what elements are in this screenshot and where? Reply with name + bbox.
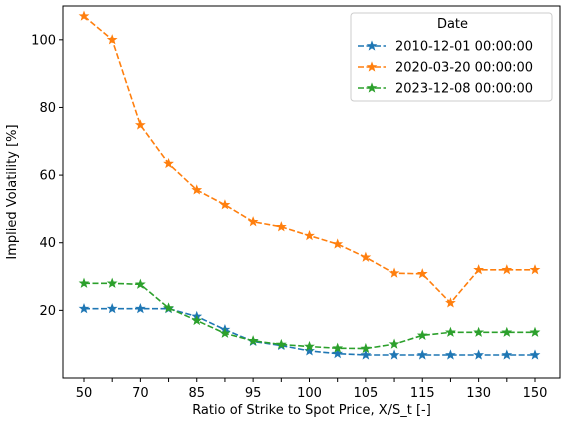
data-point	[106, 277, 118, 288]
series-layer	[78, 10, 541, 360]
data-point	[304, 340, 315, 352]
x-tick-label: 95	[245, 386, 262, 401]
series-2	[78, 10, 541, 308]
data-point	[134, 119, 146, 130]
legend-label: 2010-12-01 00:00:00	[395, 40, 533, 55]
data-point	[501, 326, 513, 337]
legend-marker	[366, 61, 378, 72]
x-axis-label: Ratio of Strike to Spot Price, X/S_t [-]	[192, 403, 431, 418]
data-point	[219, 327, 231, 338]
data-point	[275, 338, 287, 350]
data-point	[247, 216, 259, 227]
data-point	[191, 184, 203, 195]
data-point	[304, 229, 315, 241]
data-point	[247, 335, 259, 346]
data-point	[163, 302, 174, 313]
series-3	[78, 277, 541, 354]
data-point	[445, 326, 456, 337]
legend-marker	[366, 82, 378, 93]
data-point	[529, 349, 541, 360]
y-tick-label: 20	[39, 304, 56, 319]
legend-label: 2023-12-08 00:00:00	[395, 82, 533, 97]
data-point	[163, 157, 174, 169]
x-tick-label: 50	[76, 386, 93, 401]
data-point	[360, 342, 372, 354]
y-tick-label: 80	[39, 101, 56, 116]
legend-title: Date	[437, 17, 468, 32]
data-point	[134, 278, 146, 289]
data-point	[332, 347, 344, 359]
data-point	[501, 264, 513, 275]
x-tick-label: 100	[297, 386, 322, 401]
data-point	[134, 303, 146, 314]
y-tick-label: 100	[31, 33, 56, 48]
x-tick-label: 85	[188, 386, 205, 401]
data-point	[78, 10, 90, 21]
legend-box	[350, 12, 553, 102]
data-point	[106, 34, 118, 45]
data-point	[529, 326, 541, 337]
data-point	[360, 349, 372, 360]
x-tick-label: 105	[353, 386, 378, 401]
legend: Date 2010-12-01 00:00:00 2020-03-20 00:00:…	[350, 12, 553, 102]
data-point	[304, 345, 315, 356]
data-point	[191, 314, 203, 326]
y-tick-label: 40	[39, 236, 56, 251]
legend-entry: 2010-12-01 00:00:00	[358, 40, 533, 55]
data-point	[360, 251, 372, 262]
data-point	[416, 268, 428, 279]
data-point	[445, 297, 456, 308]
data-point	[529, 264, 541, 275]
data-point	[332, 238, 344, 249]
legend-entry: 2023-12-08 00:00:00	[358, 82, 533, 97]
data-point	[416, 349, 428, 360]
legend-entry: 2020-03-20 00:00:00	[358, 61, 533, 76]
data-point	[78, 303, 90, 314]
y-axis-label: Implied Volatility [%]	[5, 124, 20, 259]
data-point	[473, 264, 485, 275]
data-point	[388, 267, 400, 278]
data-point	[388, 338, 400, 349]
data-point	[501, 349, 513, 360]
data-point	[219, 199, 231, 210]
data-point	[416, 329, 428, 340]
x-tick-label: 150	[523, 386, 548, 401]
y-tick-label: 60	[39, 169, 56, 184]
x-tick-label: 70	[132, 386, 149, 401]
axes: 50 70 85 95 100 105 115 130 150 20 40 60 80 100	[31, 33, 547, 401]
data-point	[473, 326, 485, 337]
data-point	[332, 342, 344, 353]
data-point	[388, 349, 400, 360]
data-point	[275, 221, 287, 232]
x-tick-label: 115	[410, 386, 435, 401]
data-point	[78, 277, 90, 288]
data-point	[106, 303, 118, 314]
legend-marker	[366, 40, 378, 51]
legend-label: 2020-03-20 00:00:00	[395, 61, 533, 76]
x-tick-label: 130	[466, 386, 491, 401]
data-point	[473, 349, 485, 360]
data-point	[445, 349, 456, 360]
